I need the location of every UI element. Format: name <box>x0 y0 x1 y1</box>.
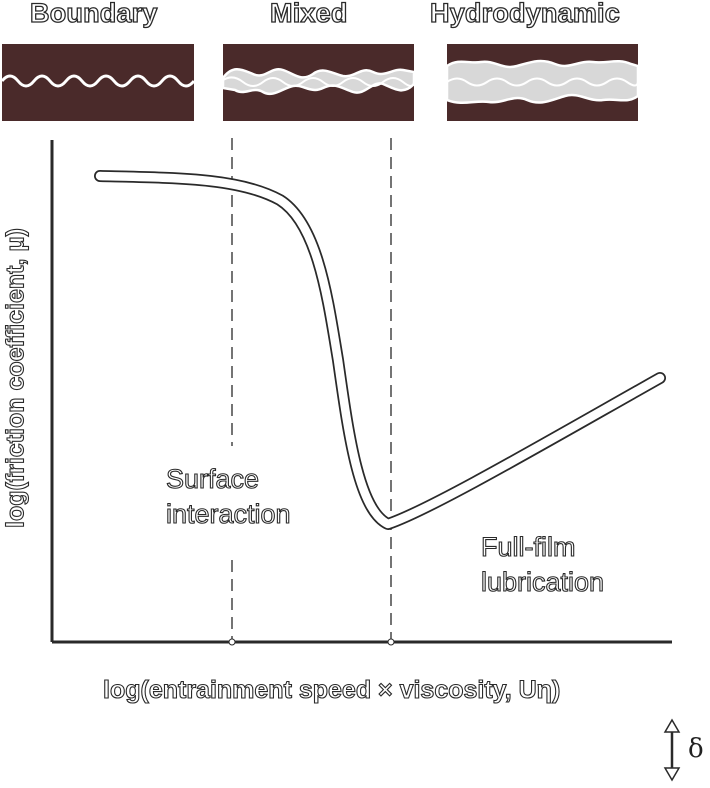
delta-symbol: δ <box>688 734 704 764</box>
mixed-panel <box>223 44 414 121</box>
y-axis-label: log(friction coefficient, μ) <box>1 227 30 529</box>
boundary-surface-illustration <box>2 74 194 88</box>
double-arrow-icon <box>663 718 681 782</box>
stribeck-curve <box>94 170 666 530</box>
x-axis-label: log(entrainment speed × viscosity, Uη) <box>102 675 561 704</box>
mixed-title: Mixed <box>269 0 348 29</box>
surface-interaction-label: Surface interaction <box>165 462 291 532</box>
surface-interaction-text: Surface interaction <box>165 463 291 530</box>
full-film-lubrication-label: Full-film lubrication <box>480 530 605 600</box>
boundary-panel <box>2 44 194 121</box>
boundary-title: Boundary <box>29 0 158 29</box>
hydrodynamic-panel <box>447 44 638 121</box>
mixed-surface-illustration <box>223 68 414 96</box>
axis-origin-marker <box>228 638 395 646</box>
hydrodynamic-surface-illustration <box>447 59 638 104</box>
full-film-text: Full-film lubrication <box>480 531 605 598</box>
hydrodynamic-title: Hydrodynamic <box>429 0 620 29</box>
